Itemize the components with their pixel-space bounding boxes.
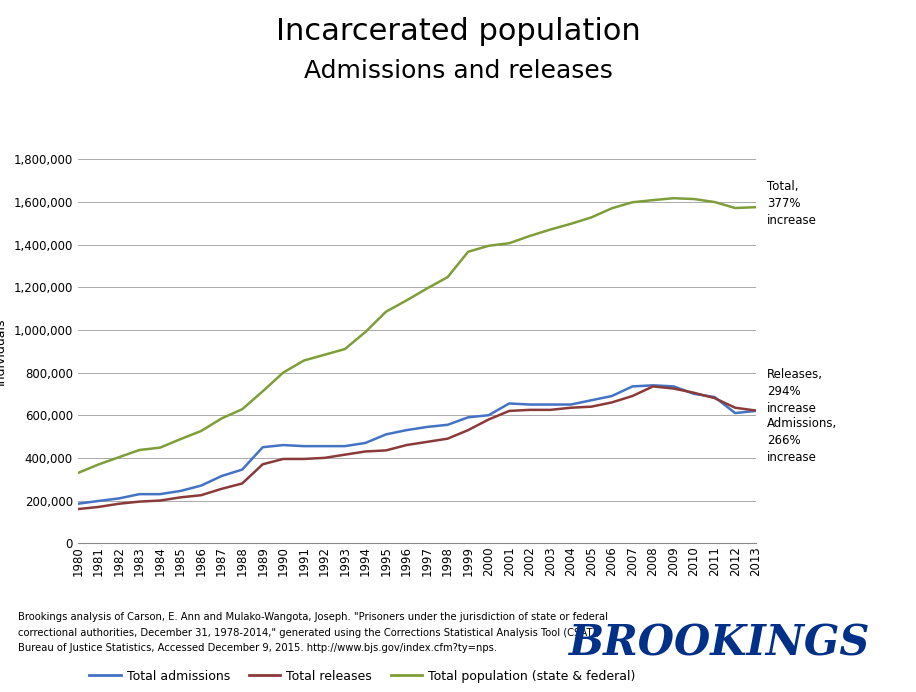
Text: BROOKINGS: BROOKINGS (569, 622, 870, 664)
Text: Brookings analysis of Carson, E. Ann and Mulako-Wangota, Joseph. "Prisoners unde: Brookings analysis of Carson, E. Ann and… (18, 612, 608, 622)
Y-axis label: Individuals: Individuals (0, 318, 6, 385)
Text: Admissions,
266%
increase: Admissions, 266% increase (767, 417, 837, 464)
Text: correctional authorities, December 31, 1978-2014," generated using the Correctio: correctional authorities, December 31, 1… (18, 628, 600, 637)
Text: Incarcerated population: Incarcerated population (276, 17, 640, 46)
Text: Admissions and releases: Admissions and releases (303, 59, 613, 83)
Text: Releases,
294%
increase: Releases, 294% increase (767, 368, 823, 415)
Legend: Total admissions, Total releases, Total population (state & federal): Total admissions, Total releases, Total … (84, 665, 640, 688)
Text: Total,
377%
increase: Total, 377% increase (767, 181, 816, 228)
Text: Bureau of Justice Statistics, Accessed December 9, 2015. http://www.bjs.gov/inde: Bureau of Justice Statistics, Accessed D… (18, 643, 497, 653)
